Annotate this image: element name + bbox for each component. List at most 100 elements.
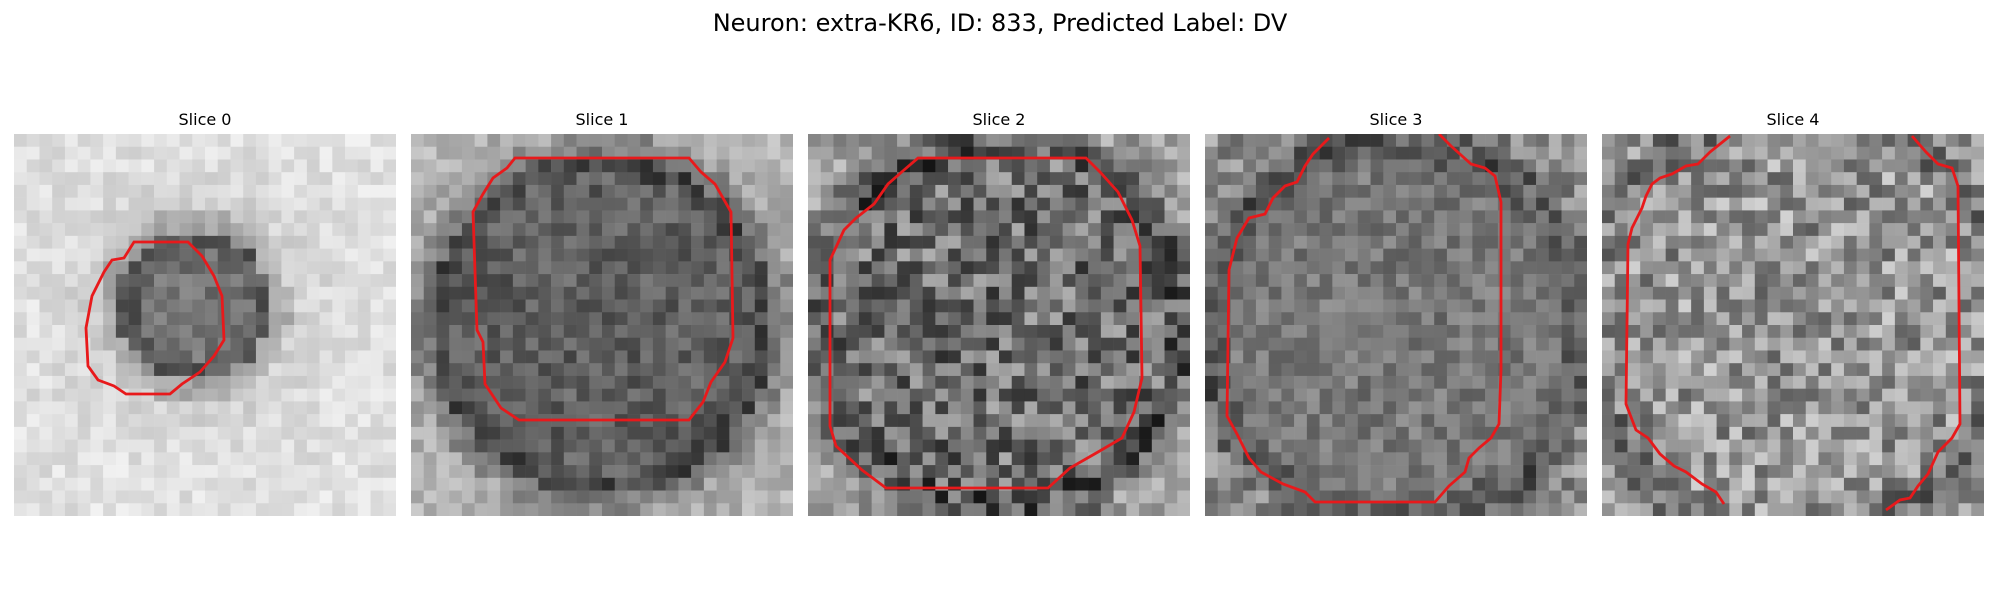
image-pixel (538, 426, 552, 440)
image-pixel (1446, 223, 1460, 237)
image-pixel (1332, 248, 1346, 262)
image-pixel (1958, 439, 1972, 453)
image-pixel (154, 197, 168, 211)
image-pixel (1037, 503, 1051, 516)
image-pixel (1920, 197, 1934, 211)
image-pixel (1831, 426, 1845, 440)
image-pixel (1037, 490, 1051, 504)
image-pixel (742, 172, 756, 186)
image-pixel (1446, 401, 1460, 415)
image-pixel (141, 439, 155, 453)
image-pixel (52, 350, 66, 364)
image-pixel (1100, 477, 1114, 491)
image-pixel (1971, 235, 1984, 249)
image-pixel (1882, 325, 1896, 339)
image-pixel (1780, 184, 1794, 198)
image-pixel (754, 286, 768, 300)
image-pixel (39, 426, 53, 440)
image-pixel (525, 375, 539, 389)
image-pixel (754, 312, 768, 326)
image-pixel (525, 452, 539, 466)
image-pixel (1971, 223, 1984, 237)
image-pixel (1037, 146, 1051, 160)
image-pixel (1151, 465, 1165, 479)
image-pixel (461, 465, 475, 479)
image-pixel (703, 503, 717, 516)
image-pixel (1602, 375, 1616, 389)
image-pixel (512, 350, 526, 364)
image-pixel (1971, 197, 1984, 211)
image-pixel (1691, 172, 1705, 186)
image-pixel (678, 439, 692, 453)
image-pixel (243, 210, 257, 224)
image-pixel (77, 401, 91, 415)
image-pixel (1856, 414, 1870, 428)
image-pixel (1818, 452, 1832, 466)
image-pixel (1678, 146, 1692, 160)
image-pixel (1933, 223, 1947, 237)
image-pixel (986, 299, 1000, 313)
image-pixel (1396, 184, 1410, 198)
image-pixel (1640, 223, 1654, 237)
image-pixel (1434, 439, 1448, 453)
image-pixel (1139, 503, 1153, 516)
image-pixel (576, 503, 590, 516)
image-pixel (614, 248, 628, 262)
image-pixel (1075, 197, 1089, 211)
image-pixel (960, 134, 974, 148)
image-pixel (665, 197, 679, 211)
image-pixel (767, 363, 781, 377)
image-pixel (1933, 274, 1947, 288)
image-pixel (217, 172, 231, 186)
image-pixel (1945, 490, 1959, 504)
image-pixel (1627, 299, 1641, 313)
image-pixel (1523, 350, 1537, 364)
image-pixel (808, 197, 822, 211)
image-pixel (1831, 350, 1845, 364)
image-pixel (487, 337, 501, 351)
image-pixel (1037, 337, 1051, 351)
image-pixel (1831, 235, 1845, 249)
image-pixel (820, 134, 834, 148)
image-pixel (332, 197, 346, 211)
image-pixel (652, 337, 666, 351)
image-pixel (383, 312, 396, 326)
image-pixel (1151, 261, 1165, 275)
image-pixel (1652, 197, 1666, 211)
image-pixel (154, 159, 168, 173)
image-pixel (230, 426, 244, 440)
image-pixel (179, 312, 193, 326)
image-pixel (716, 439, 730, 453)
image-pixel (1243, 490, 1257, 504)
image-pixel (846, 325, 860, 339)
image-pixel (1627, 184, 1641, 198)
image-pixel (884, 274, 898, 288)
image-pixel (525, 248, 539, 262)
image-pixel (306, 503, 320, 516)
image-pixel (960, 388, 974, 402)
image-pixel (729, 184, 743, 198)
image-pixel (589, 465, 603, 479)
image-pixel (357, 439, 371, 453)
image-pixel (652, 401, 666, 415)
image-pixel (525, 274, 539, 288)
image-pixel (691, 172, 705, 186)
image-pixel (551, 350, 565, 364)
image-pixel (230, 388, 244, 402)
image-pixel (1472, 465, 1486, 479)
image-pixel (217, 223, 231, 237)
image-pixel (1434, 159, 1448, 173)
image-pixel (1793, 452, 1807, 466)
image-pixel (948, 223, 962, 237)
image-pixel (589, 401, 603, 415)
image-pixel (345, 503, 359, 516)
pixel-grid (808, 134, 1190, 516)
image-pixel (512, 261, 526, 275)
image-pixel (922, 210, 936, 224)
image-pixel (1574, 363, 1587, 377)
image-pixel (230, 197, 244, 211)
image-pixel (383, 286, 396, 300)
pixel-grid (14, 134, 396, 516)
image-pixel (205, 197, 219, 211)
image-pixel (1652, 210, 1666, 224)
